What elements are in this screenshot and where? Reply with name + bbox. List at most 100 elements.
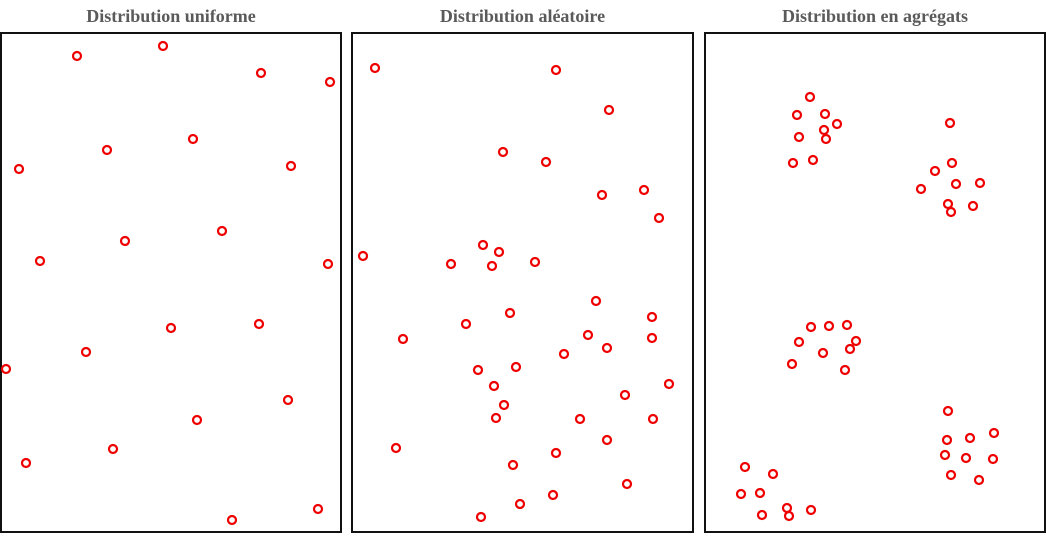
point-marker	[653, 212, 665, 224]
point-marker	[322, 258, 334, 270]
point-marker	[663, 378, 675, 390]
point-marker	[646, 311, 658, 323]
point-marker	[601, 434, 613, 446]
point-marker	[157, 40, 169, 52]
point-marker	[950, 178, 962, 190]
point-marker	[504, 307, 516, 319]
point-marker	[987, 453, 999, 465]
point-marker	[939, 449, 951, 461]
point-marker	[850, 335, 862, 347]
point-marker	[590, 295, 602, 307]
point-marker	[13, 163, 25, 175]
point-marker	[973, 474, 985, 486]
point-marker	[945, 206, 957, 218]
point-marker	[942, 198, 954, 210]
point-marker	[445, 258, 457, 270]
point-marker	[582, 329, 594, 341]
point-marker	[550, 447, 562, 459]
point-marker	[804, 91, 816, 103]
point-marker	[486, 260, 498, 272]
point-marker	[34, 255, 46, 267]
point-marker	[831, 118, 843, 130]
point-marker	[915, 183, 927, 195]
point-marker	[805, 504, 817, 516]
point-marker	[739, 461, 751, 473]
point-marker	[510, 361, 522, 373]
point-marker	[844, 343, 856, 355]
point-marker	[165, 322, 177, 334]
point-marker	[820, 133, 832, 145]
point-marker	[187, 133, 199, 145]
point-marker	[960, 452, 972, 464]
point-marker	[547, 489, 559, 501]
point-marker	[988, 427, 1000, 439]
point-marker	[493, 246, 505, 258]
point-marker	[397, 333, 409, 345]
point-marker	[793, 336, 805, 348]
point-marker	[941, 434, 953, 446]
point-marker	[621, 478, 633, 490]
panel-random	[351, 32, 694, 533]
point-marker	[507, 459, 519, 471]
panel-uniform	[0, 32, 342, 533]
point-marker	[490, 412, 502, 424]
point-marker	[805, 321, 817, 333]
point-marker	[786, 358, 798, 370]
point-marker	[71, 50, 83, 62]
point-marker	[807, 154, 819, 166]
point-marker	[944, 117, 956, 129]
point-marker	[793, 131, 805, 143]
point-marker	[460, 318, 472, 330]
point-marker	[619, 389, 631, 401]
point-marker	[20, 457, 32, 469]
point-marker	[942, 405, 954, 417]
point-marker	[945, 469, 957, 481]
point-marker	[647, 413, 659, 425]
point-marker	[0, 363, 12, 375]
point-marker	[255, 67, 267, 79]
panel-title-random: Distribution aléatoire	[439, 6, 606, 26]
point-marker	[735, 488, 747, 500]
point-marker	[253, 318, 265, 330]
point-marker	[929, 165, 941, 177]
point-marker	[216, 225, 228, 237]
point-marker	[754, 487, 766, 499]
point-marker	[823, 320, 835, 332]
point-marker	[540, 156, 552, 168]
point-marker	[646, 332, 658, 344]
point-marker	[312, 503, 324, 515]
point-marker	[101, 144, 113, 156]
point-marker	[285, 160, 297, 172]
point-marker	[946, 157, 958, 169]
point-marker	[226, 514, 238, 526]
point-marker	[282, 394, 294, 406]
point-marker	[119, 235, 131, 247]
point-marker	[514, 498, 526, 510]
point-marker	[107, 443, 119, 455]
point-marker	[558, 348, 570, 360]
point-marker	[498, 399, 510, 411]
point-marker	[974, 177, 986, 189]
point-marker	[787, 157, 799, 169]
point-marker	[497, 146, 509, 158]
point-marker	[756, 509, 768, 521]
point-marker	[596, 189, 608, 201]
point-marker	[967, 200, 979, 212]
panel-title-uniform: Distribution uniforme	[86, 6, 256, 26]
point-marker	[601, 342, 613, 354]
point-marker	[369, 62, 381, 74]
point-marker	[818, 124, 830, 136]
point-marker	[574, 413, 586, 425]
point-marker	[191, 414, 203, 426]
point-marker	[819, 108, 831, 120]
point-marker	[488, 380, 500, 392]
point-marker	[791, 109, 803, 121]
point-marker	[783, 510, 795, 522]
point-marker	[781, 502, 793, 514]
panel-title-clustered: Distribution en agrégats	[782, 6, 968, 26]
point-marker	[324, 76, 336, 88]
point-marker	[638, 184, 650, 196]
